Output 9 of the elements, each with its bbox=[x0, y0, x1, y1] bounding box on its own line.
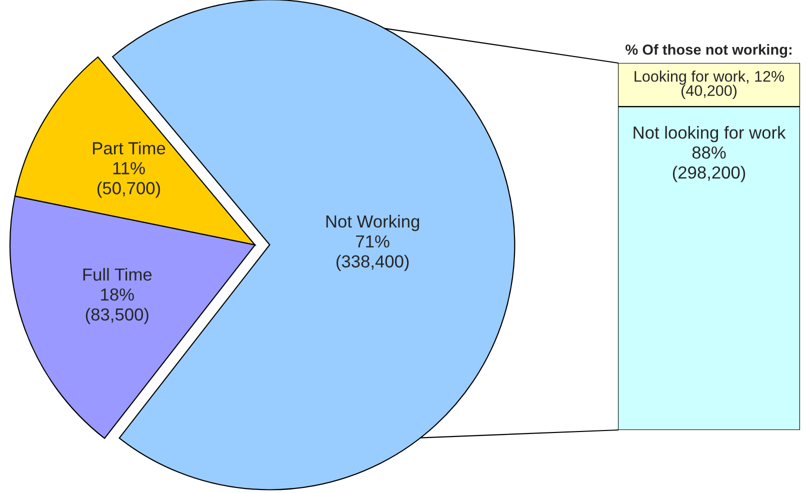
data-label: 11% (50,700) bbox=[97, 162, 160, 198]
slice-label: Part Time bbox=[93, 142, 166, 154]
slice-label: Not Working bbox=[326, 214, 420, 232]
data-label: 71% (338,400) bbox=[336, 235, 409, 271]
data-label: 18% (83,500) bbox=[86, 288, 148, 324]
data-label: Looking for work, 12% (40,200) bbox=[634, 70, 784, 100]
chart-title: % Of those not working: bbox=[626, 44, 792, 58]
slice-label: Full Time bbox=[83, 268, 152, 281]
data-label: Not looking for work 88% (298,200) bbox=[634, 126, 786, 182]
